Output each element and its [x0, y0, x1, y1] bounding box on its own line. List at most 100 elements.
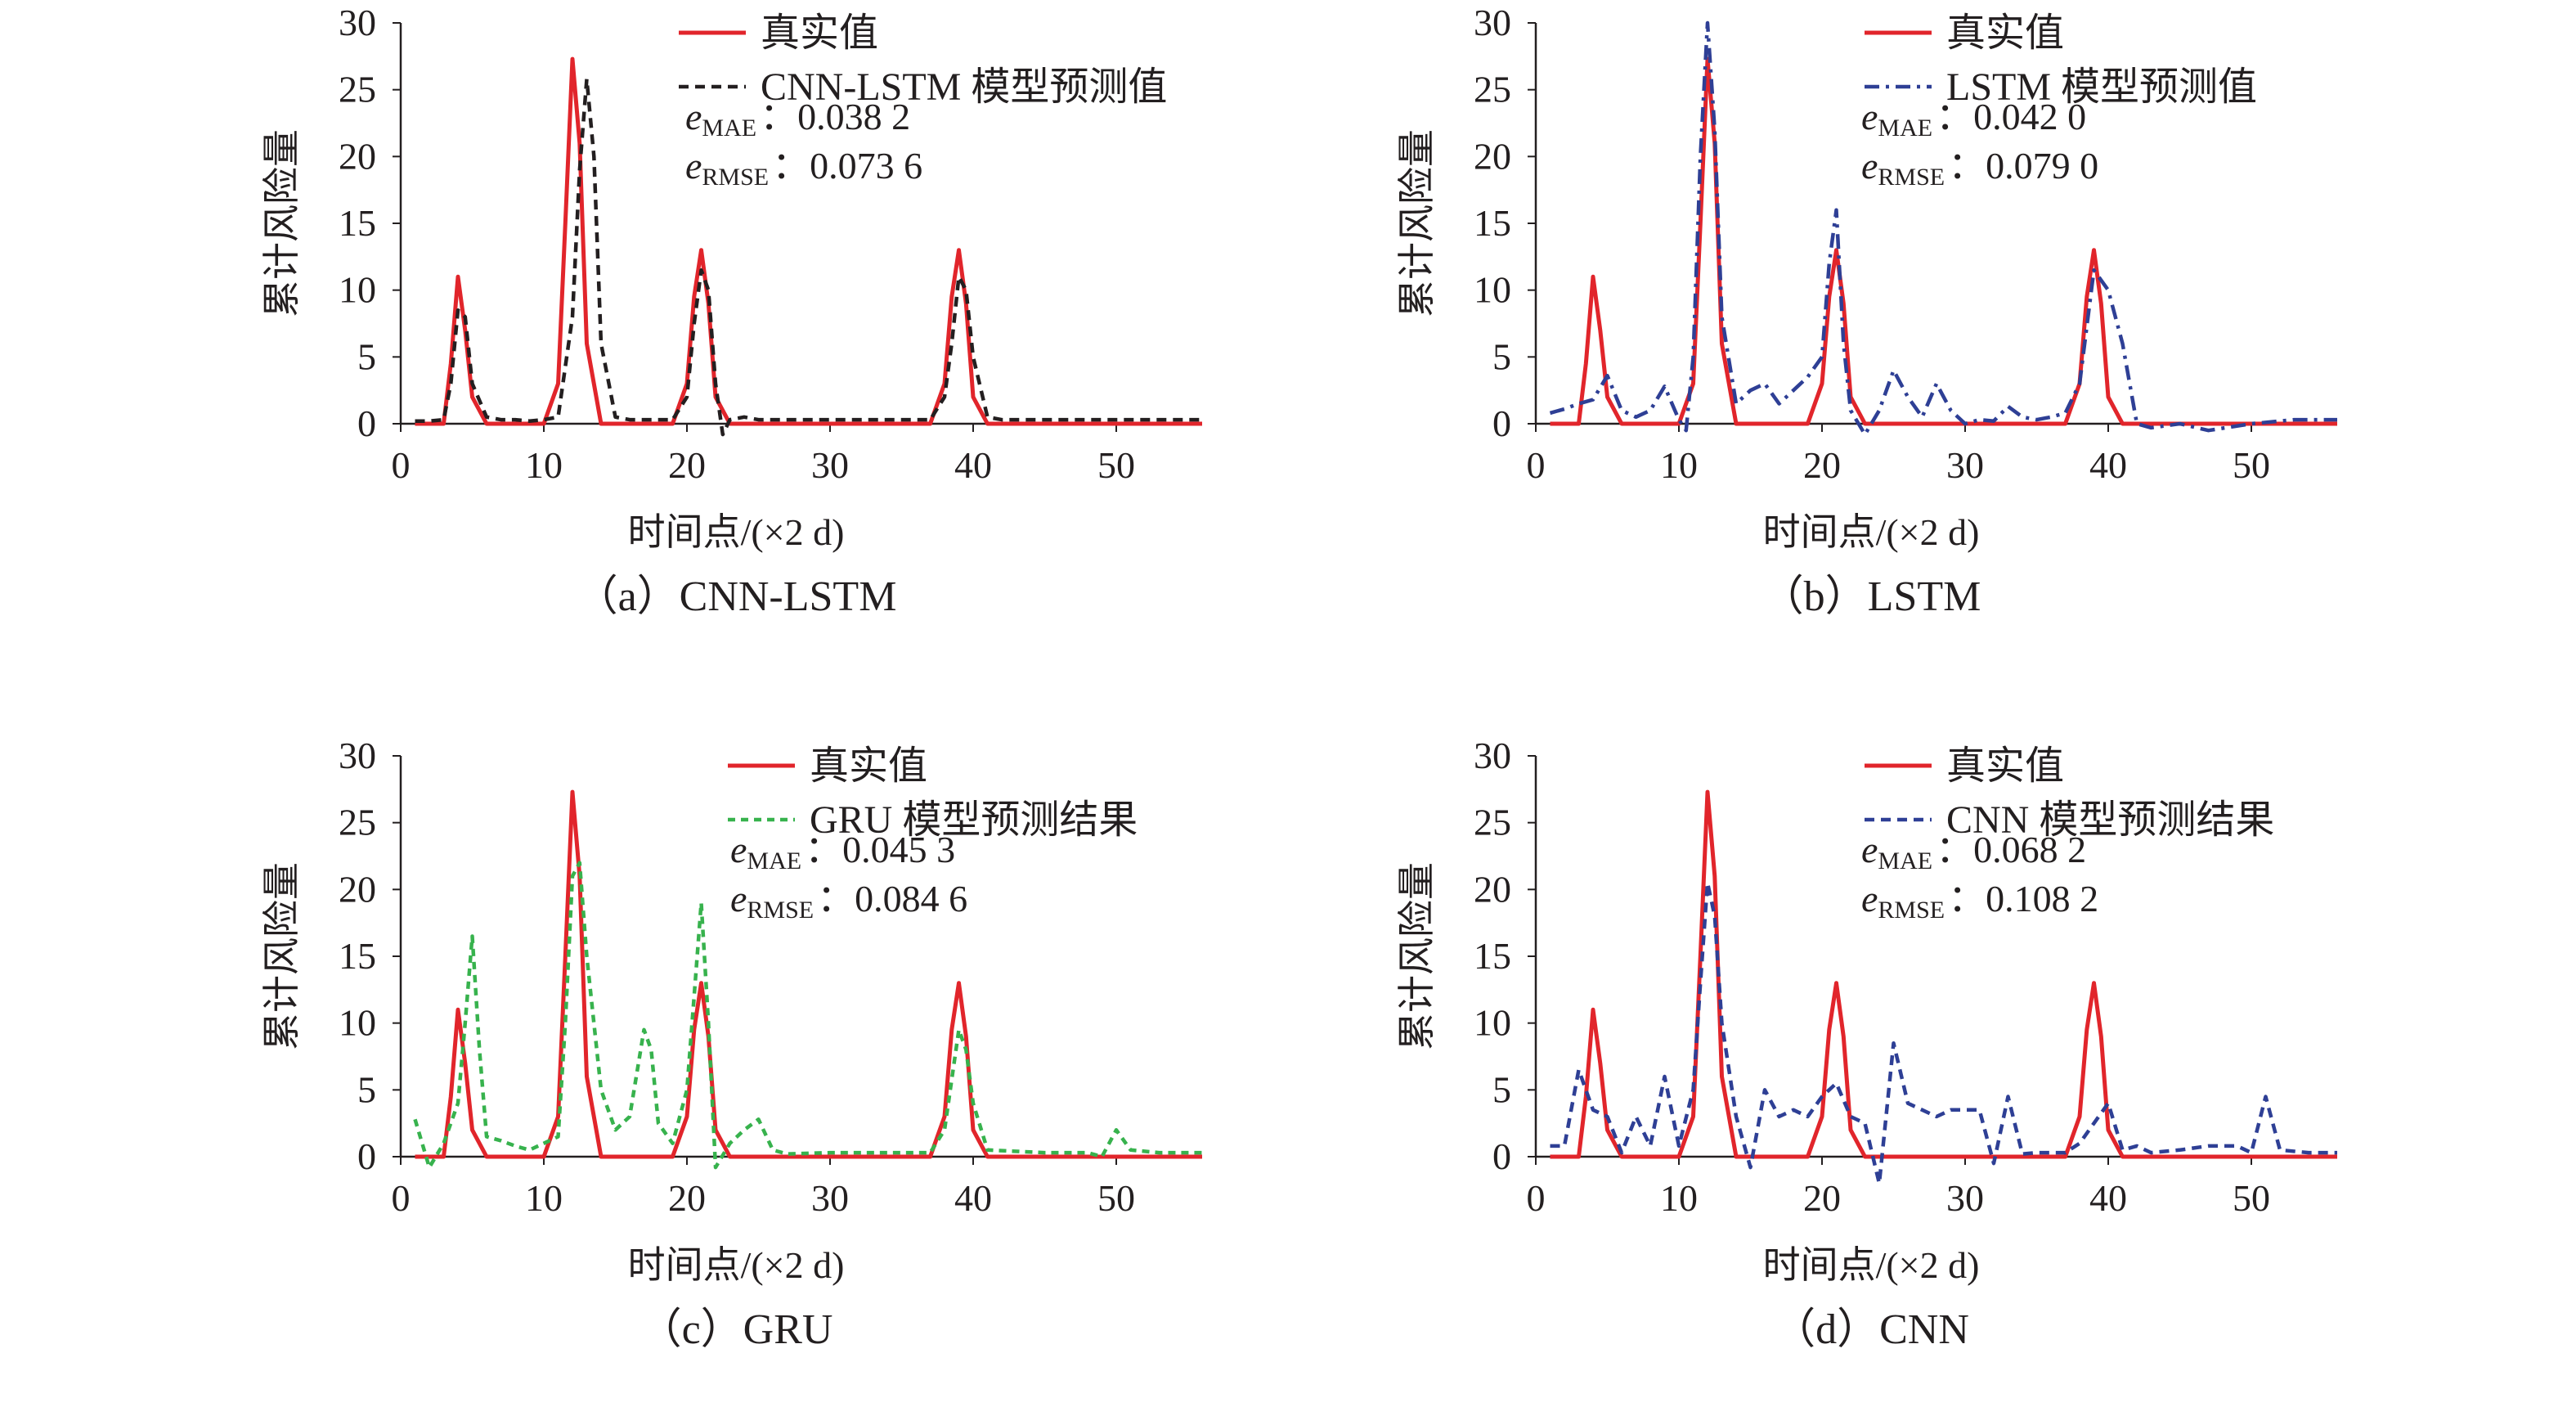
y-tick-label: 30	[1474, 735, 1511, 776]
legend-label: 真实值	[1946, 11, 2064, 55]
series-line-actual	[415, 789, 1202, 1159]
metric-rmse-value: ：0.079 0	[1948, 145, 2098, 187]
x-tick-label: 50	[2233, 444, 2270, 486]
metric-rmse-subscript: RMSE	[702, 164, 769, 191]
y-axis-title: 累计风险量	[1396, 862, 1438, 1050]
metric-rmse-subscript: RMSE	[747, 897, 814, 924]
metric-mae-subscript: MAE	[747, 847, 801, 874]
metric-rmse-value: ：0.108 2	[1948, 878, 2098, 919]
series-line-actual	[1550, 789, 2337, 1159]
x-tick-label: 0	[392, 1177, 411, 1219]
x-tick-label: 30	[1946, 444, 1984, 486]
y-tick-label: 30	[339, 735, 376, 776]
legend: 真实值 CNN-LSTM 模型预测值	[679, 11, 1167, 109]
metric-mae-symbol: e	[685, 96, 702, 137]
y-tick-label: 20	[339, 135, 376, 177]
legend-label: LSTM 模型预测值	[1946, 65, 2257, 109]
y-tick-label: 5	[1492, 1068, 1511, 1110]
metric-rmse-value: ：0.084 6	[817, 878, 967, 919]
x-tick-label: 40	[954, 1177, 992, 1219]
metric-rmse-symbol: e	[1861, 878, 1878, 919]
series-line-actual	[1550, 56, 2337, 426]
y-tick-label: 25	[339, 69, 376, 110]
x-tick-label: 40	[2089, 444, 2127, 486]
x-tick-label: 40	[954, 444, 992, 486]
x-tick-label: 20	[668, 1177, 706, 1219]
x-tick-label: 10	[1660, 444, 1698, 486]
y-tick-label: 20	[339, 868, 376, 910]
y-tick-label: 15	[1474, 202, 1511, 244]
panel-caption: （a）CNN-LSTM	[576, 573, 897, 620]
legend: 真实值 CNN 模型预测结果	[1865, 744, 2274, 842]
metric-mae: eMAE：0.045 3	[730, 829, 955, 874]
y-axis-title: 累计风险量	[261, 129, 303, 317]
metric-rmse-value: ：0.073 6	[772, 145, 922, 187]
metric-rmse-subscript: RMSE	[1878, 164, 1945, 191]
x-tick-label: 40	[2089, 1177, 2127, 1219]
metric-mae-value: ：0.038 2	[760, 96, 910, 137]
x-axis-title: 时间点/(×2 d)	[628, 1244, 845, 1286]
y-tick-label: 5	[1492, 335, 1511, 377]
x-tick-label: 0	[1527, 1177, 1546, 1219]
x-axis-title: 时间点/(×2 d)	[628, 511, 845, 553]
y-tick-label: 5	[357, 335, 376, 377]
panel-caption: （b）LSTM	[1761, 573, 1981, 620]
x-tick-label: 50	[1097, 444, 1135, 486]
panel-caption: （d）CNN	[1773, 1306, 1969, 1353]
x-tick-label: 20	[1803, 1177, 1841, 1219]
metric-mae-subscript: MAE	[1878, 115, 1932, 142]
x-tick-label: 10	[525, 444, 563, 486]
series-line-predicted	[1549, 20, 2337, 437]
y-tick-label: 10	[1474, 269, 1511, 311]
y-tick-label: 25	[1474, 802, 1511, 843]
metric-mae-symbol: e	[730, 829, 747, 870]
y-tick-label: 0	[1492, 1135, 1511, 1177]
y-tick-label: 25	[339, 802, 376, 843]
metric-mae: eMAE：0.042 0	[1861, 96, 2086, 142]
y-tick-label: 15	[1474, 935, 1511, 977]
y-tick-label: 15	[339, 202, 376, 244]
y-tick-label: 20	[1474, 135, 1511, 177]
series-line-actual	[415, 56, 1202, 426]
x-tick-label: 10	[525, 1177, 563, 1219]
metric-mae: eMAE：0.038 2	[685, 96, 910, 142]
x-tick-label: 30	[811, 444, 849, 486]
y-tick-label: 20	[1474, 868, 1511, 910]
legend-label: GRU 模型预测结果	[810, 798, 1138, 842]
x-tick-label: 50	[2233, 1177, 2270, 1219]
metric-mae-value: ：0.068 2	[1936, 829, 2086, 870]
metric-rmse-subscript: RMSE	[1878, 897, 1945, 924]
metric-rmse: eRMSE：0.073 6	[685, 145, 922, 191]
legend-label: 真实值	[1946, 744, 2064, 788]
legend-label: 真实值	[761, 11, 878, 55]
y-tick-label: 30	[339, 2, 376, 43]
metric-mae-symbol: e	[1861, 96, 1878, 137]
x-tick-label: 30	[1946, 1177, 1984, 1219]
series-line-predicted	[1550, 880, 2337, 1185]
y-axis-title: 累计风险量	[261, 862, 303, 1050]
metric-rmse-symbol: e	[685, 145, 702, 187]
legend-label: CNN-LSTM 模型预测值	[761, 65, 1167, 109]
metric-mae-symbol: e	[1861, 829, 1878, 870]
x-tick-label: 0	[1527, 444, 1546, 486]
metric-mae-subscript: MAE	[702, 115, 756, 142]
panel-caption: （c）GRU	[640, 1306, 833, 1353]
metric-rmse-symbol: e	[1861, 145, 1878, 187]
y-tick-label: 5	[357, 1068, 376, 1110]
y-axis-title: 累计风险量	[1396, 129, 1438, 317]
metric-mae-value: ：0.045 3	[805, 829, 955, 870]
y-tick-label: 10	[1474, 1002, 1511, 1044]
series-line-predicted	[413, 861, 1202, 1170]
metric-mae: eMAE：0.068 2	[1861, 829, 2086, 874]
y-tick-label: 10	[339, 269, 376, 311]
x-tick-label: 0	[392, 444, 411, 486]
metric-rmse-symbol: e	[730, 878, 747, 919]
